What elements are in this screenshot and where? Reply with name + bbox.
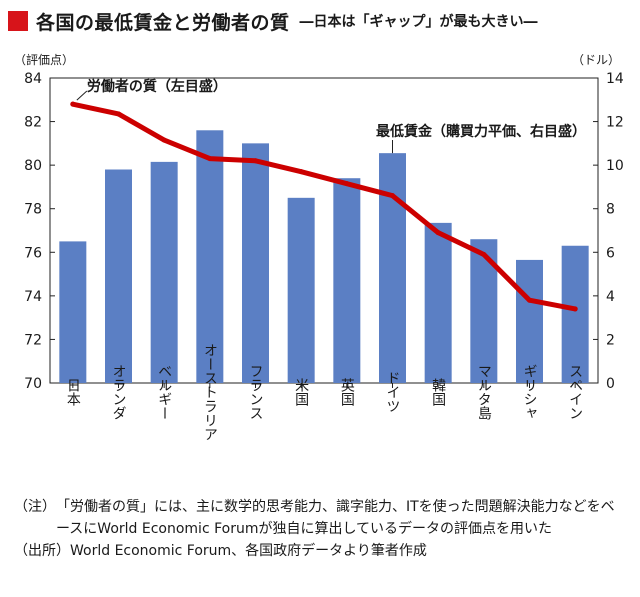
line-point-worker-quality [298, 169, 304, 175]
x-axis-category-label: ギリシャ [522, 364, 538, 420]
line-point-worker-quality [207, 156, 213, 162]
line-point-worker-quality [344, 181, 350, 187]
chart-header: 各国の最低賃金と労働者の質 ―日本は「ギャップ」が最も大きい― [8, 6, 632, 36]
x-axis-category-label: スペイン [567, 364, 583, 420]
bar-minimum-wage [287, 197, 315, 383]
bar-minimum-wage [150, 161, 178, 383]
right-axis-tick-label: 4 [606, 289, 615, 305]
source-tag: （出所） [14, 543, 70, 559]
right-axis-tick-label: 14 [606, 71, 624, 87]
line-point-worker-quality [253, 158, 258, 164]
x-axis-category-label: オーストラリア [202, 343, 218, 441]
right-axis-tick-label: 2 [606, 332, 615, 348]
left-axis-tick-label: 80 [24, 158, 42, 174]
chart-notes: （注） 「労働者の質」には、主に数学的思考能力、識字能力、ITを使った問題解決能… [14, 496, 626, 562]
chart-subtitle: ―日本は「ギャップ」が最も大きい― [299, 14, 538, 30]
bar-minimum-wage [59, 241, 87, 383]
chart-title: 各国の最低賃金と労働者の質 [36, 11, 290, 34]
bar-minimum-wage [379, 153, 406, 383]
left-axis-tick-label: 84 [24, 71, 42, 87]
line-series-label: 労働者の質（左目盛） [87, 78, 227, 95]
line-label-leader [76, 90, 88, 101]
x-axis-category-label: マルタ島 [476, 364, 492, 420]
line-point-worker-quality [116, 111, 121, 117]
x-axis-category-label: オランダ [111, 364, 127, 420]
x-axis-category-label: 韓国 [430, 378, 446, 406]
line-point-worker-quality [572, 306, 578, 312]
line-point-worker-quality [161, 137, 167, 143]
source: （出所）World Economic Forum、各国政府データより筆者作成 [14, 540, 626, 562]
x-axis-category-label: 米国 [293, 378, 309, 406]
x-axis-category-label: ドイツ [385, 371, 401, 413]
left-axis-tick-label: 72 [24, 332, 42, 348]
left-axis-label: （評価点） [14, 52, 74, 67]
right-axis-tick-label: 0 [606, 376, 615, 392]
bar-minimum-wage [424, 222, 452, 383]
source-text: World Economic Forum、各国政府データより筆者作成 [70, 543, 427, 559]
left-axis-tick-label: 70 [24, 376, 42, 392]
right-axis-tick-label: 12 [606, 115, 624, 131]
note-tag: （注） [14, 499, 56, 515]
right-axis-tick-label: 8 [606, 202, 615, 218]
left-axis-tick-label: 78 [24, 202, 42, 218]
bar-minimum-wage [105, 169, 132, 383]
line-point-worker-quality [527, 297, 532, 303]
x-axis-category-label: ベルギー [156, 364, 172, 420]
line-point-worker-quality [481, 251, 487, 257]
right-axis-tick-label: 10 [606, 158, 624, 174]
right-axis-label: （ドル） [572, 53, 620, 67]
bar-minimum-wage [242, 143, 269, 383]
chart-svg: 70 72 74 76 78 80 82 84 0 2 4 6 8 10 12 14 （評価点） （ドル） 日本 オラ… [14, 52, 624, 441]
bar-minimum-wage [196, 130, 224, 383]
bar-minimum-wage [333, 178, 361, 383]
line-point-worker-quality [390, 193, 395, 199]
bar-series-label: 最低賃金（購買力平価、右目盛） [376, 123, 586, 140]
line-worker-quality [70, 101, 578, 312]
x-axis-category-label: フランス [248, 364, 264, 420]
right-axis-tick-label: 6 [606, 245, 615, 261]
x-axis-category-label: 日本 [65, 378, 81, 406]
left-axis-tick-label: 76 [24, 245, 42, 261]
line-point-worker-quality [70, 101, 76, 107]
left-axis-tick-label: 74 [24, 289, 42, 305]
note-text: 「労働者の質」には、主に数学的思考能力、識字能力、ITを使った問題解決能力などを… [56, 499, 615, 537]
x-axis-category-label: 英国 [339, 377, 355, 406]
plot-frame [49, 77, 599, 384]
bar-minimum-wage [561, 245, 589, 383]
title-marker [8, 11, 28, 31]
left-axis-tick-label: 82 [24, 115, 42, 131]
bar-minimum-wage [516, 259, 543, 383]
line-point-worker-quality [435, 230, 441, 236]
note: （注） 「労働者の質」には、主に数学的思考能力、識字能力、ITを使った問題解決能… [14, 496, 626, 540]
